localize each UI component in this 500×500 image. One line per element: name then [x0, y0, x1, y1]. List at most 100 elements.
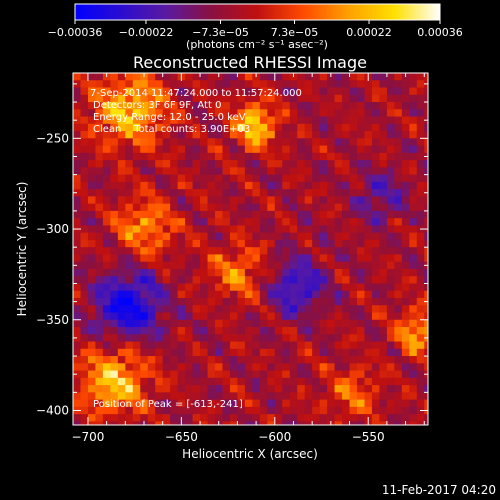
heatmap-cell	[297, 370, 306, 379]
heatmap-cell	[110, 210, 119, 219]
heatmap-cell	[117, 341, 126, 350]
heatmap-cell	[155, 189, 164, 197]
heatmap-cell	[274, 145, 283, 154]
x-tick-label: −600	[258, 430, 291, 444]
heatmap-cell	[185, 73, 194, 81]
heatmap-cell	[147, 385, 156, 393]
heatmap-cell	[312, 131, 321, 139]
heatmap-cell	[379, 160, 388, 168]
heatmap-cell	[327, 348, 336, 357]
heatmap-cell	[319, 160, 328, 168]
heatmap-cell	[274, 356, 283, 364]
heatmap-cell	[132, 290, 141, 299]
heatmap-cell	[87, 268, 96, 277]
heatmap-cell	[282, 370, 291, 379]
heatmap-cell	[132, 232, 141, 241]
heatmap-cell	[304, 102, 313, 110]
heatmap-cell	[334, 341, 343, 350]
heatmap-cell	[364, 138, 373, 147]
heatmap-cell	[237, 145, 246, 154]
heatmap-cell	[185, 254, 194, 263]
heatmap-cell	[244, 297, 253, 306]
heatmap-cell	[267, 254, 276, 263]
heatmap-cell	[192, 232, 201, 241]
heatmap-cell	[80, 406, 89, 415]
heatmap-cell	[416, 189, 425, 197]
heatmap-cell	[229, 356, 238, 364]
heatmap-cell	[222, 232, 231, 241]
heatmap-cell	[215, 123, 223, 132]
heatmap-cell	[237, 268, 246, 277]
heatmap-cell	[80, 385, 89, 393]
heatmap-cell	[117, 123, 126, 132]
heatmap-cell	[110, 327, 119, 335]
heatmap-cell	[334, 247, 343, 255]
heatmap-cell	[319, 131, 328, 139]
heatmap-cell	[95, 370, 104, 379]
heatmap-cell	[192, 276, 201, 284]
heatmap-cell	[245, 429, 253, 437]
heatmap-cell	[185, 225, 194, 234]
heatmap-cell	[244, 254, 253, 263]
heatmap-cell	[312, 160, 321, 168]
heatmap-cell	[192, 421, 201, 425]
heatmap-cell	[297, 429, 305, 437]
heatmap-cell	[132, 94, 141, 103]
heatmap-cell	[312, 109, 321, 118]
heatmap-cell	[386, 87, 395, 96]
heatmap-cell	[185, 319, 194, 328]
heatmap-cell	[192, 334, 201, 343]
heatmap-cell	[379, 94, 388, 103]
heatmap-cell	[379, 102, 388, 110]
heatmap-cell	[155, 385, 164, 393]
heatmap-cell	[319, 189, 328, 197]
heatmap-cell	[215, 341, 223, 350]
heatmap-cell	[222, 392, 231, 401]
heatmap-cell	[222, 356, 231, 364]
heatmap-cell	[110, 73, 119, 81]
heatmap-cell	[222, 102, 231, 110]
heatmap-cell	[95, 80, 104, 89]
heatmap-cell	[416, 312, 425, 321]
heatmap-cell	[207, 152, 216, 161]
heatmap-cell	[192, 385, 201, 393]
heatmap-cell	[125, 406, 134, 415]
heatmap-cell	[327, 276, 336, 284]
heatmap-cell	[155, 377, 164, 386]
heatmap-cell	[349, 283, 358, 292]
heatmap-cell	[87, 283, 96, 292]
heatmap-cell	[125, 283, 134, 292]
heatmap-cell	[95, 254, 104, 263]
heatmap-cell	[259, 196, 268, 205]
heatmap-cell	[312, 370, 321, 379]
heatmap-cell	[334, 123, 343, 132]
heatmap-cell	[215, 210, 223, 219]
heatmap-cell	[319, 247, 328, 255]
heatmap-cell	[267, 189, 276, 197]
heatmap-cell	[222, 283, 231, 292]
heatmap-cell	[244, 116, 253, 125]
heatmap-cell	[132, 312, 141, 321]
heatmap-cell	[162, 102, 171, 110]
heatmap-cell	[289, 218, 298, 226]
heatmap-cell	[170, 414, 179, 422]
heatmap-cell	[304, 341, 313, 350]
heatmap-cell	[342, 247, 351, 255]
heatmap-cell	[424, 414, 428, 422]
heatmap-cell	[364, 145, 373, 154]
heatmap-cell	[282, 189, 291, 197]
heatmap-cell	[185, 421, 194, 425]
heatmap-cell	[95, 283, 104, 292]
heatmap-cell	[244, 348, 253, 357]
heatmap-cell	[259, 370, 268, 379]
heatmap-cell	[222, 131, 231, 139]
heatmap-cell	[215, 334, 223, 343]
heatmap-cell	[132, 174, 141, 183]
heatmap-cell	[192, 370, 201, 379]
heatmap-cell	[80, 334, 89, 343]
heatmap-cell	[259, 283, 268, 292]
heatmap-cell	[364, 261, 373, 270]
heatmap-cell	[185, 297, 194, 306]
heatmap-cell	[364, 312, 373, 321]
heatmap-cell	[118, 429, 126, 437]
